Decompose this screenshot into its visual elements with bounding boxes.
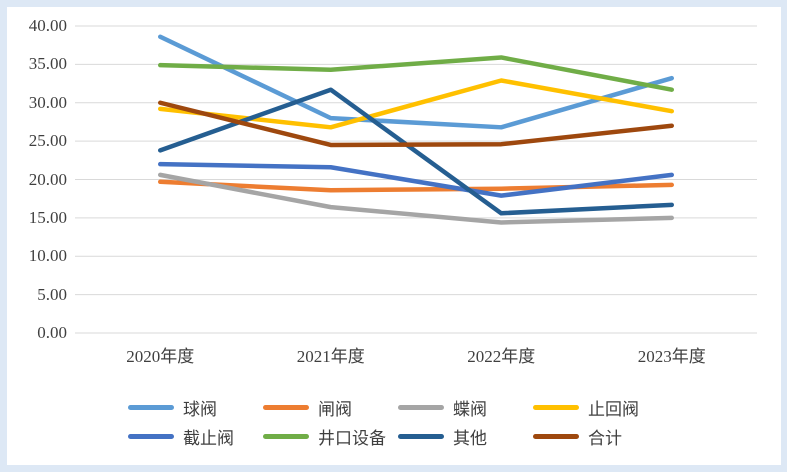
series-line-7 — [158, 87, 674, 216]
legend-item: 蝶阀 — [398, 393, 487, 421]
legend-item: 球阀 — [128, 393, 217, 421]
series-line-6 — [158, 55, 674, 92]
legend-label: 井口设备 — [318, 428, 386, 448]
legend-label: 蝶阀 — [453, 399, 487, 419]
legend-item: 井口设备 — [263, 422, 386, 450]
legend-label: 其他 — [453, 428, 487, 448]
legend-label: 截止阀 — [183, 428, 234, 448]
legend-line-marker — [533, 404, 579, 410]
legend-line-marker — [398, 404, 444, 410]
series-line-5 — [158, 161, 674, 198]
y-axis-tick-label: 25.00 — [28, 131, 67, 151]
y-axis-tick-label: 15.00 — [28, 207, 67, 227]
legend-label: 止回阀 — [588, 399, 639, 419]
series-line-8 — [158, 100, 674, 148]
legend-label: 闸阀 — [318, 399, 352, 419]
x-axis-category-label: 2021年度 — [296, 347, 365, 366]
legend-item: 合计 — [533, 422, 622, 450]
series-line-1 — [158, 34, 674, 130]
y-axis-tick-label: 30.00 — [28, 92, 67, 112]
legend-label: 球阀 — [183, 399, 217, 419]
legend-item: 闸阀 — [263, 393, 352, 421]
x-axis-category-label: 2020年度 — [126, 347, 195, 366]
legend-label: 合计 — [588, 428, 622, 448]
legend-line-marker — [128, 433, 174, 439]
series-line-3 — [158, 172, 674, 225]
legend-item: 止回阀 — [533, 393, 639, 421]
legend-line-marker — [263, 433, 309, 439]
legend-line-marker — [128, 404, 174, 410]
y-axis-tick-label: 40.00 — [28, 16, 67, 35]
y-axis-tick-label: 35.00 — [28, 54, 67, 74]
x-axis-category-label: 2022年度 — [467, 347, 536, 366]
legend-line-marker — [263, 404, 309, 410]
legend-item: 截止阀 — [128, 422, 234, 450]
y-axis-tick-label: 10.00 — [28, 246, 67, 266]
y-axis-tick-label: 5.00 — [37, 284, 67, 304]
y-axis-tick-label: 0.00 — [37, 323, 67, 342]
legend-line-marker — [533, 433, 579, 439]
x-axis-category-label: 2023年度 — [637, 347, 706, 366]
y-axis-tick-label: 20.00 — [28, 169, 67, 189]
legend-line-marker — [398, 433, 444, 439]
legend-item: 其他 — [398, 422, 487, 450]
